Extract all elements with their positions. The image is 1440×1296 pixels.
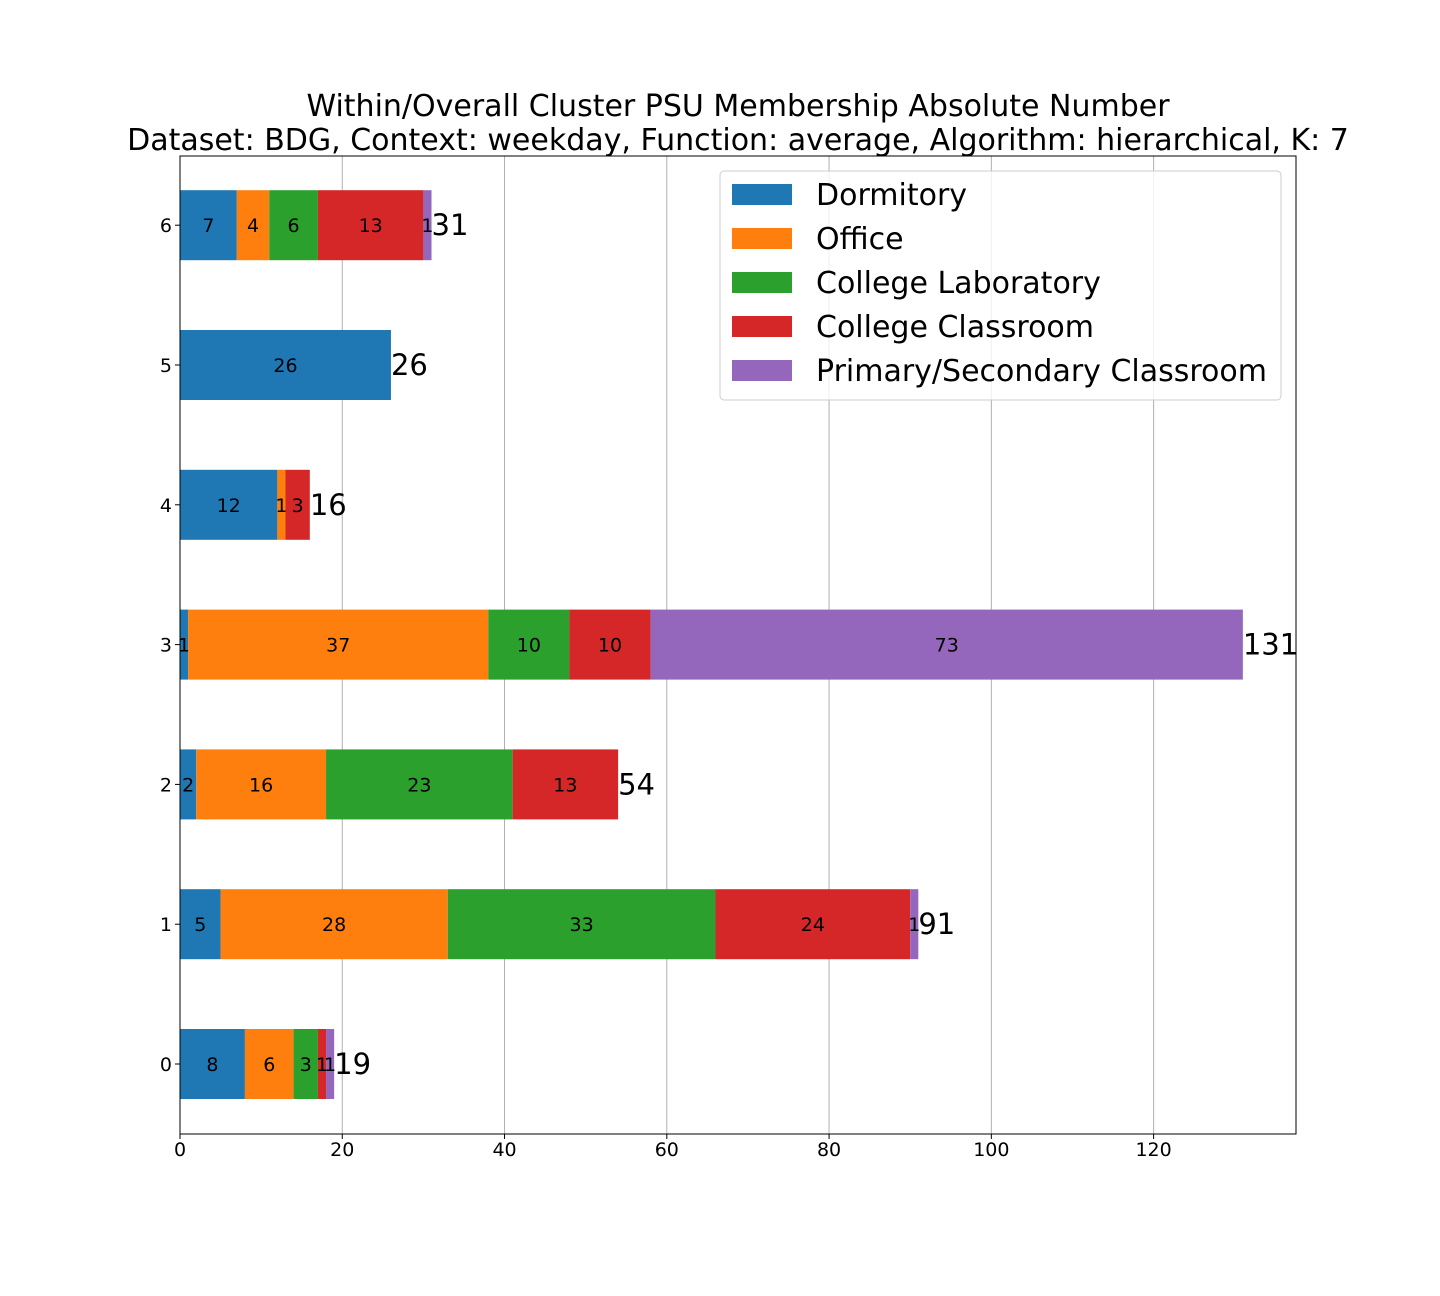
- x-tick-label: 20: [330, 1139, 354, 1161]
- legend-label: Dormitory: [816, 178, 967, 213]
- bar-segment: [317, 190, 424, 261]
- y-tick-label: 5: [160, 355, 172, 377]
- segment-value-label: 4: [247, 215, 259, 237]
- segment-value-label: 13: [553, 774, 577, 796]
- segment-value-label: 28: [322, 914, 346, 936]
- legend-box: [719, 170, 1282, 401]
- segment-value-label: 23: [407, 774, 431, 796]
- segment-value-label: 33: [570, 914, 594, 936]
- bar-segment: [180, 749, 197, 820]
- bar-segment: [326, 1029, 335, 1099]
- y-tick-label: 1: [160, 914, 172, 936]
- bar-segment: [180, 330, 391, 400]
- segment-value-label: 1: [275, 495, 287, 517]
- bar-segment: [180, 1029, 245, 1099]
- legend-label: Office: [816, 222, 904, 257]
- bar-total-label: 16: [310, 488, 347, 522]
- bar-segment: [180, 469, 278, 540]
- y-tick-label: 2: [160, 774, 172, 796]
- legend-swatch: [732, 184, 792, 205]
- y-tick-label: 0: [160, 1054, 172, 1076]
- bar-segment: [569, 609, 651, 680]
- segment-value-label: 16: [249, 774, 273, 796]
- segment-value-label: 10: [517, 635, 541, 657]
- segment-value-label: 6: [263, 1054, 275, 1076]
- legend-label: College Classroom: [816, 310, 1094, 345]
- legend-swatch: [732, 316, 792, 337]
- x-tick-label: 0: [174, 1139, 186, 1161]
- segment-value-label: 8: [206, 1054, 218, 1076]
- segment-value-label: 24: [801, 914, 825, 936]
- bar-segment: [326, 749, 513, 820]
- bar-segment: [317, 1029, 327, 1099]
- bar-segment: [423, 190, 432, 261]
- bar-total-label: 131: [1243, 628, 1298, 662]
- bar-segment: [512, 749, 619, 820]
- legend-swatch: [732, 272, 792, 293]
- x-tick-label: 80: [817, 1139, 841, 1161]
- bar-segment: [488, 609, 570, 680]
- bar-total-label: 54: [618, 767, 655, 801]
- bar-segment: [196, 749, 327, 820]
- segment-value-label: 12: [217, 495, 241, 517]
- segment-value-label: 1: [908, 914, 920, 936]
- x-tick-label: 120: [1135, 1139, 1171, 1161]
- bar-segment: [220, 889, 448, 960]
- bar-segment: [180, 190, 237, 261]
- segment-value-label: 6: [288, 215, 300, 237]
- x-tick-label: 60: [655, 1139, 679, 1161]
- segment-value-label: 13: [359, 215, 383, 237]
- chart-title: Within/Overall Cluster PSU Membership Ab…: [306, 89, 1170, 124]
- bar-segment: [285, 469, 310, 540]
- bar-segment: [447, 889, 716, 960]
- y-tick-label: 4: [160, 495, 172, 517]
- bar-segment: [293, 1029, 318, 1099]
- segment-value-label: 73: [935, 635, 959, 657]
- segment-value-label: 1: [421, 215, 433, 237]
- bar-segment: [180, 889, 221, 960]
- segment-value-label: 1: [178, 635, 190, 657]
- y-tick-label: 6: [160, 215, 172, 237]
- chart-subtitle: Dataset: BDG, Context: weekday, Function…: [127, 123, 1349, 158]
- y-tick-label: 3: [160, 635, 172, 657]
- bar-total-label: 19: [334, 1047, 371, 1081]
- segment-value-label: 1: [316, 1054, 328, 1076]
- legend-swatch: [732, 360, 792, 381]
- segment-value-label: 1: [324, 1054, 336, 1076]
- segment-value-label: 37: [326, 635, 350, 657]
- bar-segment: [244, 1029, 294, 1099]
- legend-swatch: [732, 228, 792, 249]
- segment-value-label: 5: [194, 914, 206, 936]
- bar-segment: [180, 609, 189, 680]
- segment-value-label: 7: [202, 215, 214, 237]
- legend: Dormitory Office College Laboratory College…: [719, 170, 1282, 401]
- bar-segment: [715, 889, 911, 960]
- x-tick-label: 40: [492, 1139, 516, 1161]
- bar-total-label: 91: [918, 907, 955, 941]
- bar-total-label: 31: [432, 208, 469, 242]
- segment-value-label: 10: [598, 635, 622, 657]
- segment-value-label: 3: [292, 495, 304, 517]
- bar-segment: [910, 889, 919, 960]
- bar-segment: [277, 469, 286, 540]
- legend-label: Primary/Secondary Classroom: [816, 354, 1267, 389]
- legend-label: College Laboratory: [816, 266, 1101, 301]
- bar-total-label: 26: [391, 348, 428, 382]
- bar-segment: [188, 609, 489, 680]
- bar-segment: [650, 609, 1243, 680]
- segment-value-label: 3: [300, 1054, 312, 1076]
- x-tick-label: 100: [973, 1139, 1009, 1161]
- segment-value-label: 2: [182, 774, 194, 796]
- bar-segment: [269, 190, 318, 261]
- segment-value-label: 26: [273, 355, 297, 377]
- bar-segment: [236, 190, 270, 261]
